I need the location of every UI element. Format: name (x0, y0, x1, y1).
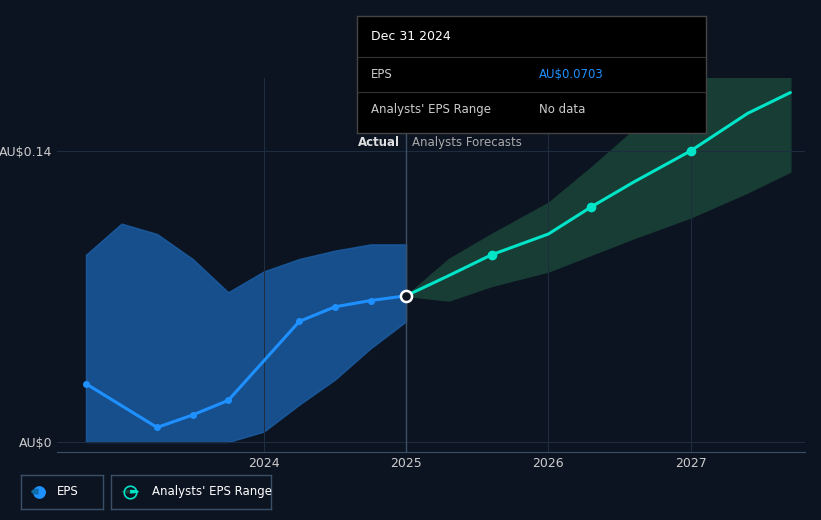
Text: Actual: Actual (359, 136, 401, 149)
Text: Dec 31 2024: Dec 31 2024 (371, 30, 451, 43)
Text: No data: No data (539, 103, 585, 116)
Wedge shape (39, 489, 46, 495)
Text: Analysts' EPS Range: Analysts' EPS Range (153, 485, 273, 498)
Wedge shape (31, 489, 39, 495)
Text: EPS: EPS (57, 485, 78, 498)
Wedge shape (122, 490, 130, 493)
Text: AU$0.0703: AU$0.0703 (539, 68, 603, 81)
Text: Analysts' EPS Range: Analysts' EPS Range (371, 103, 491, 116)
Wedge shape (130, 490, 139, 493)
Text: Analysts Forecasts: Analysts Forecasts (412, 136, 521, 149)
Text: EPS: EPS (371, 68, 392, 81)
